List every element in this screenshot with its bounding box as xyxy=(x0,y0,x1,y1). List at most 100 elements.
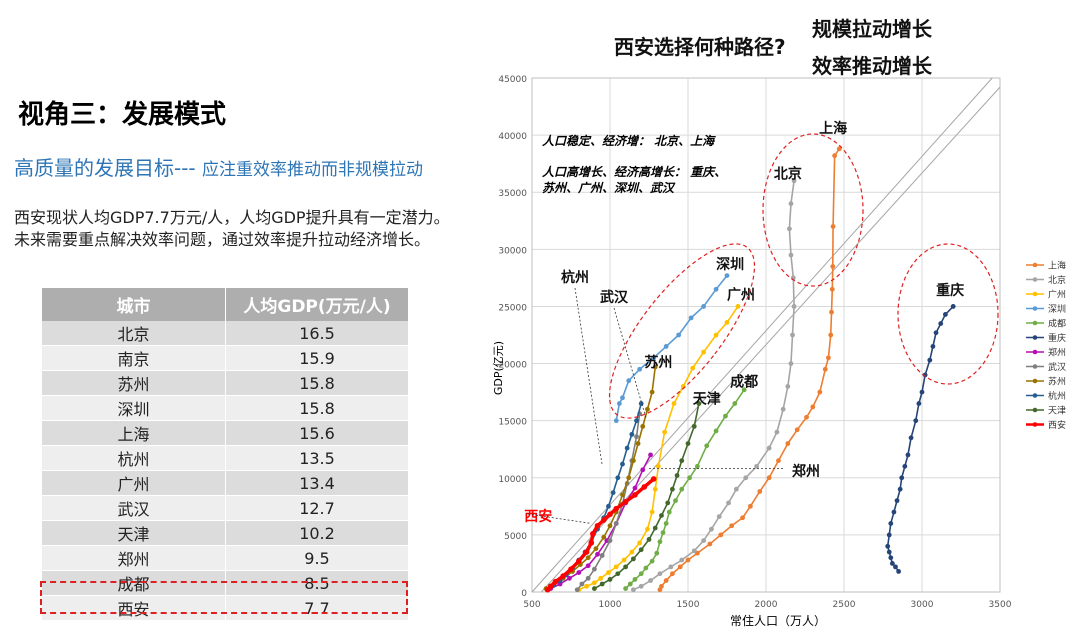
data-point xyxy=(688,315,694,321)
gdp-cell: 12.7 xyxy=(225,495,408,521)
data-point xyxy=(673,498,678,504)
data-point xyxy=(646,537,652,542)
data-point xyxy=(785,384,791,389)
data-point xyxy=(780,406,786,412)
data-point xyxy=(893,564,898,570)
series-line xyxy=(886,305,954,572)
data-point xyxy=(930,344,936,349)
data-point xyxy=(896,569,901,574)
data-point xyxy=(593,546,599,551)
data-point xyxy=(723,413,728,419)
legend-label: 成都 xyxy=(1048,318,1066,330)
data-point xyxy=(735,304,741,309)
data-point xyxy=(632,577,638,582)
gdp-cell: 15.9 xyxy=(225,345,408,371)
data-point xyxy=(652,364,658,370)
data-point xyxy=(613,521,619,526)
subtitle-main: 高质量的发展目标--- xyxy=(14,156,196,180)
x-tick-label: 1500 xyxy=(677,600,700,610)
data-point xyxy=(622,498,629,505)
series-label: 北京 xyxy=(774,166,802,183)
data-point xyxy=(638,571,644,577)
data-point xyxy=(576,570,582,575)
legend-label: 广州 xyxy=(1048,289,1066,301)
data-point xyxy=(557,581,563,587)
data-point xyxy=(701,304,706,309)
data-point xyxy=(663,578,669,583)
data-point xyxy=(585,575,591,581)
data-point xyxy=(888,555,894,561)
table-row: 广州 13.4 xyxy=(42,470,408,496)
table-row: 深圳 15.8 xyxy=(42,395,408,421)
data-point xyxy=(908,435,914,441)
data-point xyxy=(598,575,604,581)
data-point xyxy=(836,146,842,152)
data-point xyxy=(649,389,655,395)
data-point xyxy=(613,564,619,570)
data-point xyxy=(791,304,797,309)
data-point xyxy=(788,201,794,207)
city-cell: 苏州 xyxy=(42,370,226,396)
data-point xyxy=(592,566,597,572)
callout-leader xyxy=(574,287,603,465)
data-point xyxy=(888,521,894,526)
xian-highlight-box xyxy=(40,581,408,614)
legend-marker xyxy=(1032,277,1038,282)
data-point xyxy=(634,434,639,440)
chart-grid xyxy=(531,77,1001,593)
data-point xyxy=(592,580,597,586)
data-point xyxy=(927,357,933,363)
table-body: 北京 16.5 南京 15.9 苏州 15.8 深圳 15.8 上海 15.6 杭州 13.5 广州 13… xyxy=(42,321,408,621)
diagonal-line xyxy=(531,77,993,593)
data-point xyxy=(606,503,611,509)
data-point xyxy=(933,330,939,336)
data-point xyxy=(740,515,745,521)
y-tick-label: 40000 xyxy=(498,132,527,142)
series-line xyxy=(547,403,642,591)
data-point xyxy=(629,549,635,555)
data-point xyxy=(595,551,600,557)
series-label: 苏州 xyxy=(644,354,672,371)
data-point xyxy=(623,564,628,570)
data-point xyxy=(830,224,836,229)
city-cell: 武汉 xyxy=(42,495,226,521)
data-point xyxy=(726,500,731,506)
legend-label: 郑州 xyxy=(1048,347,1066,359)
city-cell: 杭州 xyxy=(42,445,226,471)
legend-label: 天津 xyxy=(1048,406,1066,417)
legend-label: 武汉 xyxy=(1048,361,1066,373)
data-point xyxy=(650,476,657,482)
data-point xyxy=(632,492,638,498)
data-point xyxy=(659,583,664,589)
data-point xyxy=(785,441,791,446)
body-text: 西安现状人均GDP7.7万元/人，人均GDP提升具有一定潜力。 未来需要重点解决… xyxy=(14,207,504,251)
data-point xyxy=(660,530,666,536)
data-point xyxy=(690,365,696,371)
annotation-group2b: 苏州、广州、深圳、武汉 xyxy=(542,181,676,195)
legend-marker xyxy=(1032,393,1038,398)
data-point xyxy=(607,511,613,518)
city-cell: 天津 xyxy=(42,520,226,546)
data-point xyxy=(620,395,625,401)
gdp-cell: 15.8 xyxy=(225,370,408,396)
data-point xyxy=(886,532,892,538)
data-point xyxy=(635,441,641,446)
data-point xyxy=(950,304,956,309)
data-point xyxy=(685,557,691,563)
gdp-table: 城市 人均GDP(万元/人) 北京 16.5 南京 15.9 苏州 15.8 深圳 15.8 上… xyxy=(42,288,408,621)
callout-label: 杭州 xyxy=(561,269,589,286)
data-point xyxy=(679,458,685,464)
series-line xyxy=(659,148,840,591)
data-point xyxy=(568,566,574,572)
data-point xyxy=(637,540,643,546)
data-point xyxy=(585,555,591,561)
data-point xyxy=(899,475,905,481)
data-point xyxy=(709,526,714,532)
data-point xyxy=(634,418,639,424)
data-point xyxy=(891,509,897,515)
subtitle-tail: 应注重效率推动而非规模拉动 xyxy=(202,160,424,180)
data-point xyxy=(583,549,590,555)
data-point xyxy=(787,226,792,232)
data-point xyxy=(631,556,636,562)
data-point xyxy=(599,553,605,558)
